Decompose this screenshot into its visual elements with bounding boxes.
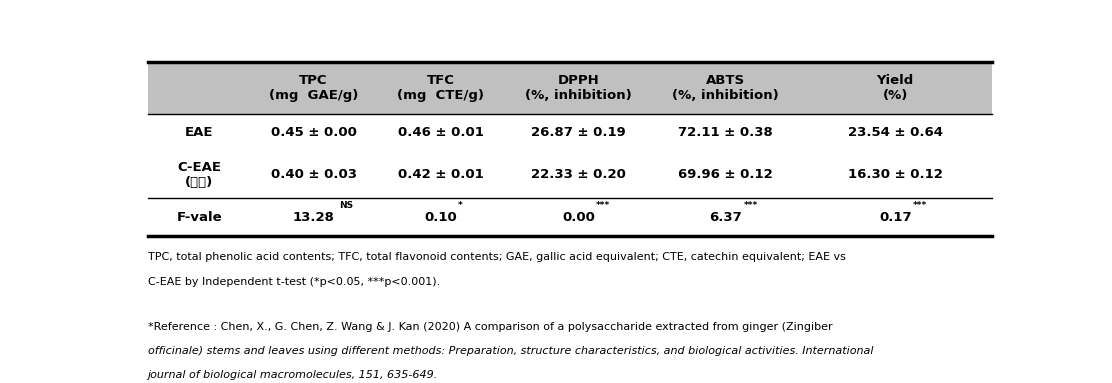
Text: DPPH
(%, inhibition): DPPH (%, inhibition): [525, 74, 632, 102]
Text: 0.00: 0.00: [562, 211, 595, 224]
Text: (기존): (기존): [186, 177, 214, 190]
Text: 0.17: 0.17: [878, 211, 912, 224]
Text: 23.54 ± 0.64: 23.54 ± 0.64: [847, 126, 943, 139]
Text: 0.46 ± 0.01: 0.46 ± 0.01: [398, 126, 484, 139]
Text: 16.30 ± 0.12: 16.30 ± 0.12: [847, 169, 943, 182]
Text: TFC
(mg  CTE/g): TFC (mg CTE/g): [397, 74, 484, 102]
Text: 0.40 ± 0.03: 0.40 ± 0.03: [270, 169, 357, 182]
Text: 22.33 ± 0.20: 22.33 ± 0.20: [532, 169, 626, 182]
Bar: [148, 62, 992, 114]
Text: ***: ***: [596, 201, 610, 210]
Text: 0.42 ± 0.01: 0.42 ± 0.01: [398, 169, 484, 182]
Text: 0.10: 0.10: [425, 211, 457, 224]
Text: Yield
(%): Yield (%): [876, 74, 914, 102]
Text: C-EAE: C-EAE: [177, 160, 221, 173]
Text: C-EAE by Independent t-test (*p<0.05, ***p<0.001).: C-EAE by Independent t-test (*p<0.05, **…: [148, 277, 440, 286]
Text: 0.45 ± 0.00: 0.45 ± 0.00: [270, 126, 357, 139]
Text: officinale) stems and leaves using different methods: Preparation, structure cha: officinale) stems and leaves using diffe…: [148, 346, 873, 356]
Text: *: *: [458, 201, 463, 210]
Text: 13.28: 13.28: [292, 211, 335, 224]
Text: F-vale: F-vale: [177, 211, 222, 224]
Text: ***: ***: [913, 201, 926, 210]
Text: EAE: EAE: [185, 126, 214, 139]
Text: NS: NS: [339, 201, 354, 210]
Text: 26.87 ± 0.19: 26.87 ± 0.19: [532, 126, 626, 139]
Text: 72.11 ± 0.38: 72.11 ± 0.38: [677, 126, 773, 139]
Text: *Reference : Chen, X., G. Chen, Z. Wang & J. Kan (2020) A comparison of a polysa: *Reference : Chen, X., G. Chen, Z. Wang …: [148, 322, 832, 332]
Text: TPC, total phenolic acid contents; TFC, total flavonoid contents; GAE, gallic ac: TPC, total phenolic acid contents; TFC, …: [148, 252, 845, 262]
Text: 6.37: 6.37: [708, 211, 742, 224]
Text: 69.96 ± 0.12: 69.96 ± 0.12: [677, 169, 773, 182]
Text: journal of biological macromolecules, 151, 635-649.: journal of biological macromolecules, 15…: [148, 370, 438, 380]
Text: TPC
(mg  GAE/g): TPC (mg GAE/g): [269, 74, 358, 102]
Text: ***: ***: [744, 201, 758, 210]
Text: ABTS
(%, inhibition): ABTS (%, inhibition): [672, 74, 778, 102]
